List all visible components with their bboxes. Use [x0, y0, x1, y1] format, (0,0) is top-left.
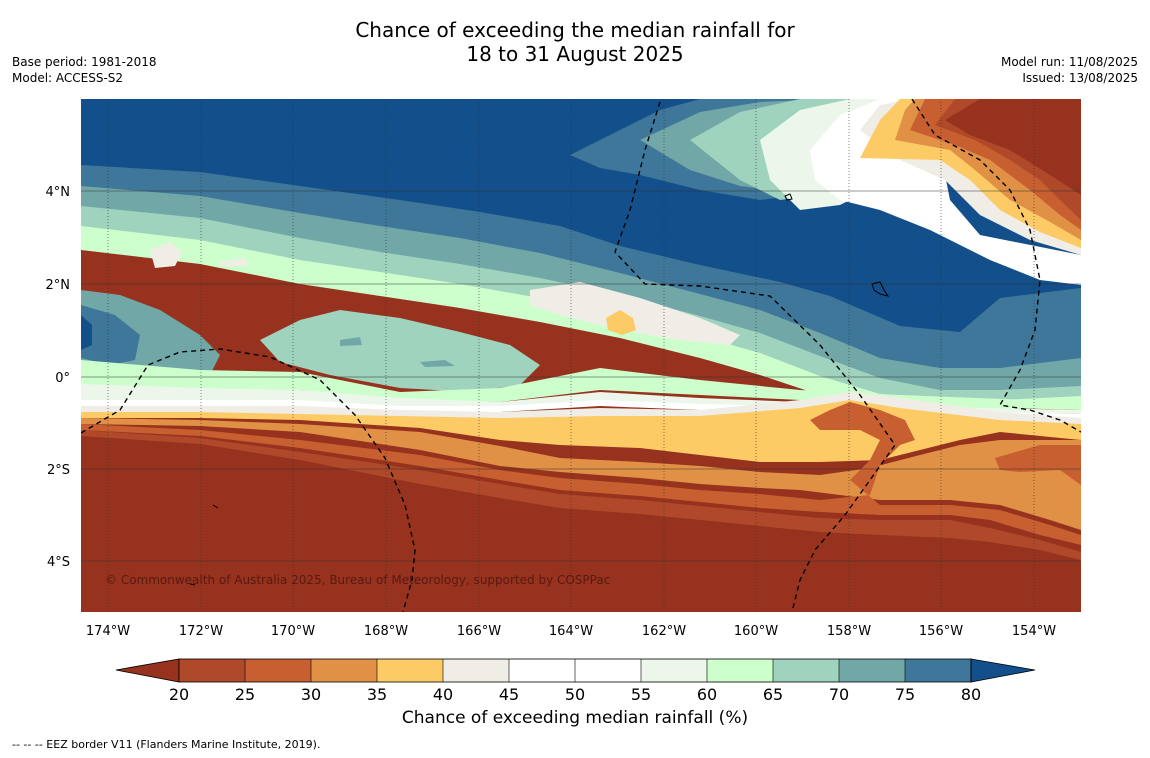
band-65-central: [260, 310, 540, 392]
lon-tick-labels: 174°W 172°W 170°W 168°W 166°W 164°W 162°…: [86, 624, 1056, 639]
lon-tick-label: 154°W: [1012, 624, 1056, 639]
band-40-patch: [530, 282, 740, 345]
colorbar-tick: 20: [169, 685, 189, 704]
base-period: Base period: 1981-2018: [12, 55, 157, 69]
islands: [189, 193, 890, 586]
colorbar-cell: [575, 659, 641, 682]
band-70: [81, 186, 1081, 392]
colorbar-tick: 40: [433, 685, 453, 704]
band-20-s: [81, 430, 1081, 560]
colorbar-tick: 60: [697, 685, 717, 704]
colorbar-tick: 30: [301, 685, 321, 704]
colorbar-cell: [773, 659, 839, 682]
band-40-eq: [81, 392, 1081, 426]
colorbar-ticks: 20 25 30 35 40 45 50 55 60 65 70 75 80: [169, 685, 981, 704]
band-40-patch-w: [150, 242, 248, 268]
colorbar-cell: [443, 659, 509, 682]
band-45-eq: [81, 400, 1081, 420]
band-35-patch: [606, 310, 636, 335]
colorbar-cell: [905, 659, 971, 682]
model-name: Model: ACCESS-S2: [12, 71, 124, 85]
colorbar-tick: 50: [565, 685, 585, 704]
colorbar-cell: [245, 659, 311, 682]
colorbar-cell: [509, 659, 575, 682]
colorbar-tick: 25: [235, 685, 255, 704]
band-25-s: [81, 402, 1081, 545]
lat-gridlines: [81, 190, 1081, 562]
title-line-1: Chance of exceeding the median rainfall …: [355, 18, 795, 42]
colorbar-tick: 75: [895, 685, 915, 704]
lon-tick-label: 170°W: [271, 624, 315, 639]
colorbar-tick: 45: [499, 685, 519, 704]
band-75-west: [81, 305, 140, 365]
colorbar-cell: [179, 659, 245, 682]
lat-tick-label: 0°: [55, 371, 70, 386]
colorbar-label: Chance of exceeding median rainfall (%): [401, 708, 749, 728]
colorbar-lt20: [115, 658, 180, 683]
eez-footnote: -- -- -- EEZ border V11 (Flanders Marine…: [12, 738, 321, 751]
band-70-central: [340, 337, 455, 367]
title-line-2: 18 to 31 August 2025: [466, 42, 684, 66]
band-25-e: [995, 445, 1081, 485]
colorbar-tick: 70: [829, 685, 849, 704]
colorbar-tick: 55: [631, 685, 651, 704]
lon-tick-label: 172°W: [179, 624, 223, 639]
colorbar-cell: [839, 659, 905, 682]
colorbar-gt80: [970, 658, 1036, 683]
lon-tick-label: 164°W: [549, 624, 593, 639]
colorbar-cell: [377, 659, 443, 682]
eez-borders: [81, 99, 1081, 612]
colorbar-cell: [707, 659, 773, 682]
lat-tick-label: 4°S: [47, 555, 70, 570]
copyright-text: © Commonwealth of Australia 2025, Bureau…: [105, 573, 610, 587]
colorbar-cell: [311, 659, 377, 682]
colorbar: 20 25 30 35 40 45 50 55 60 65 70 75 80: [115, 658, 1036, 704]
meta-left: Base period: 1981-2018 Model: ACCESS-S2: [12, 54, 157, 86]
lon-tick-label: 158°W: [827, 624, 871, 639]
lon-tick-label: 168°W: [364, 624, 408, 639]
colorbar-tick: 65: [763, 685, 783, 704]
colorbar-cell: [641, 659, 707, 682]
model-run: Model run: 11/08/2025: [1000, 55, 1138, 69]
meta-right: Model run: 11/08/2025 Issued: 13/08/2025: [1001, 54, 1138, 86]
chart-title: Chance of exceeding the median rainfall …: [0, 18, 1150, 66]
map-field: © Commonwealth of Australia 2025, Bureau…: [81, 99, 1081, 612]
lon-tick-label: 160°W: [734, 624, 778, 639]
band-75: [81, 165, 1081, 370]
lat-tick-labels: 4°N 2°N 0° 2°S 4°S: [46, 185, 71, 570]
lon-tick-label: 162°W: [642, 624, 686, 639]
lat-tick-label: 4°N: [46, 185, 71, 200]
band-30-s: [81, 418, 1081, 530]
lat-tick-label: 2°S: [47, 463, 70, 478]
band-gt80-west: [81, 315, 92, 350]
colorbar-tick: 35: [367, 685, 387, 704]
lon-tick-label: 174°W: [86, 624, 130, 639]
colorbar-tick: 80: [961, 685, 981, 704]
lat-tick-label: 2°N: [46, 278, 71, 293]
band-lt20-ne: [945, 99, 1081, 195]
issued-date: Issued: 13/08/2025: [1022, 71, 1138, 85]
lon-tick-label: 156°W: [919, 624, 963, 639]
lon-tick-label: 166°W: [457, 624, 501, 639]
